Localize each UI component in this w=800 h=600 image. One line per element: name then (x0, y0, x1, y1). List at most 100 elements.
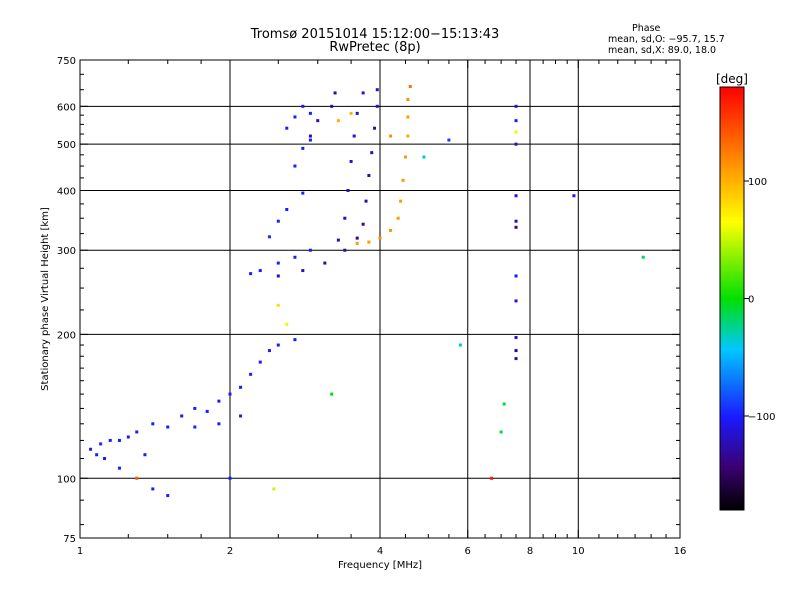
data-point (217, 399, 221, 403)
x-tick-label: 4 (377, 546, 383, 557)
colorbar-label: [deg] (716, 72, 748, 86)
data-point (217, 422, 221, 426)
x-tick-label: 2 (227, 546, 233, 557)
data-point (349, 111, 353, 115)
data-point (249, 372, 253, 376)
x-tick-label: 1 (77, 546, 83, 557)
data-point (378, 236, 382, 240)
data-point (166, 425, 170, 429)
x-tick-label: 16 (674, 546, 687, 557)
data-point (499, 430, 503, 434)
data-point (103, 456, 107, 460)
data-point (514, 119, 518, 123)
data-point (276, 343, 280, 347)
data-point (572, 194, 576, 198)
data-point (343, 216, 347, 220)
data-point (99, 442, 103, 446)
data-point (126, 435, 130, 439)
y-tick-label: 500 (57, 140, 76, 151)
data-point (276, 303, 280, 307)
phase-info-o-mode: mean, sd,O: −95.7, 15.7 (608, 34, 725, 45)
data-point (258, 360, 262, 364)
data-point (151, 487, 155, 491)
y-tick-label: 300 (57, 246, 76, 257)
data-point (641, 255, 645, 259)
data-point (135, 430, 139, 434)
data-point (258, 269, 262, 273)
y-tick-label: 400 (57, 186, 76, 197)
data-point (108, 438, 112, 442)
data-point (336, 119, 340, 123)
data-point (330, 104, 334, 108)
data-point (193, 425, 197, 429)
plot-frame (79, 59, 681, 539)
data-point (396, 216, 400, 220)
data-point (403, 155, 407, 159)
data-point (514, 357, 518, 361)
data-point (502, 402, 506, 406)
data-point (323, 261, 327, 265)
data-point (285, 208, 289, 212)
chart-title: Tromsø 20151014 15:12:00−15:13:43 (250, 27, 500, 42)
colorbar-tick-label: 100 (748, 177, 767, 188)
data-point (239, 385, 243, 389)
data-point (301, 146, 305, 150)
data-point (367, 240, 371, 244)
colorbar-tick-label: −100 (748, 412, 775, 423)
data-point (301, 104, 305, 108)
data-point (514, 104, 518, 108)
data-point (514, 225, 518, 229)
data-point (166, 494, 170, 498)
data-point (285, 126, 289, 130)
data-point (293, 164, 297, 168)
data-point (514, 194, 518, 198)
data-point (285, 322, 289, 326)
data-point (308, 248, 312, 252)
data-point (228, 476, 232, 480)
data-point (401, 178, 405, 182)
data-point (422, 155, 426, 159)
data-point (333, 91, 337, 95)
data-point (514, 349, 518, 353)
data-point (308, 134, 312, 138)
data-point (408, 85, 412, 89)
data-point (352, 134, 356, 138)
data-point (346, 188, 350, 192)
data-point (117, 438, 121, 442)
data-point (361, 91, 365, 95)
data-point (316, 119, 320, 123)
colorbar-tick-label: 0 (748, 295, 754, 306)
data-point (308, 111, 312, 115)
data-point (490, 476, 494, 480)
data-point (336, 238, 340, 242)
x-tick-label: 10 (572, 546, 585, 557)
data-point (330, 392, 334, 396)
x-tick-label: 6 (465, 546, 471, 557)
data-point (399, 199, 403, 203)
data-point (367, 173, 371, 177)
data-point (293, 255, 297, 259)
data-point (406, 134, 410, 138)
data-point (389, 228, 393, 232)
data-point (447, 138, 451, 142)
data-point (228, 392, 232, 396)
data-point (135, 476, 139, 480)
y-tick-label: 600 (57, 102, 76, 113)
data-point (95, 453, 99, 457)
data-point (406, 115, 410, 119)
data-point (514, 274, 518, 278)
data-point (151, 422, 155, 426)
data-point (389, 134, 393, 138)
chart-subtitle: RwPretec (8p) (329, 40, 421, 55)
data-point (373, 126, 377, 130)
data-point (349, 159, 353, 163)
data-point (361, 222, 365, 226)
data-point (89, 447, 93, 451)
data-point (276, 219, 280, 223)
y-tick-label: 75 (63, 534, 76, 545)
data-point (364, 199, 368, 203)
data-point (355, 241, 359, 245)
data-point (343, 248, 347, 252)
